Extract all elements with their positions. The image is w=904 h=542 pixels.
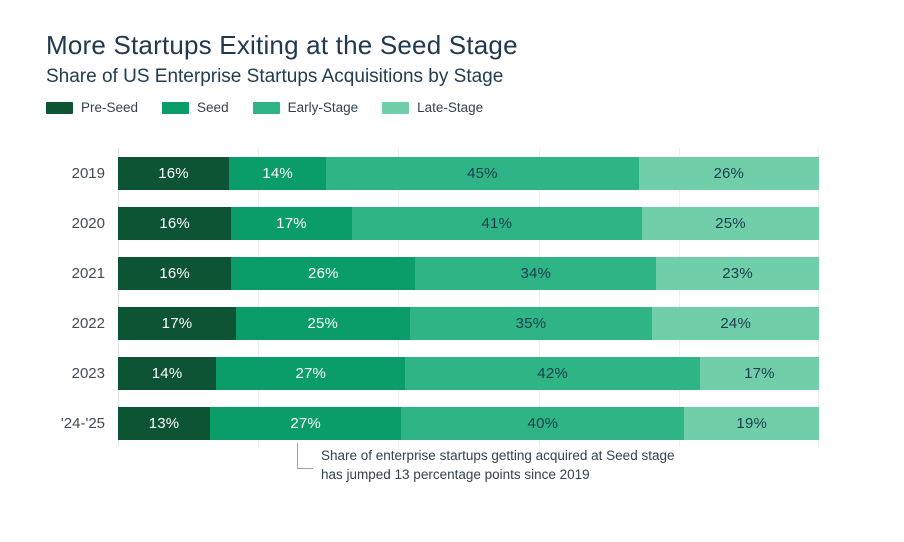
bar-segment-early-stage: 40% [401, 406, 685, 440]
bar-segment-late-stage: 26% [638, 156, 819, 190]
legend-item-pre-seed: Pre-Seed [46, 100, 138, 115]
chart-row-2021: 2021 16% 26% 34% 23% [40, 248, 819, 298]
bar-segment-late-stage: 19% [684, 406, 819, 440]
legend-swatch-early-stage [252, 101, 280, 114]
chart-row-24-25: '24-'25 13% 27% 40% 19% [40, 398, 819, 448]
bar-segment-late-stage: 17% [699, 356, 819, 390]
category-label: 2021 [71, 264, 105, 282]
chart-row-2020: 2020 16% 17% 41% 25% [40, 198, 819, 248]
legend-item-seed: Seed [162, 100, 229, 115]
annotation-text: Share of enterprise startups getting acq… [321, 448, 675, 482]
bar-segment-early-stage: 45% [326, 156, 639, 190]
gridline-0pct [118, 148, 119, 446]
gridline-100pct [818, 148, 819, 446]
legend-swatch-pre-seed [46, 101, 73, 114]
category-label: 2022 [71, 314, 105, 332]
gridline-60pct [538, 148, 540, 446]
legend-label: Pre-Seed [81, 100, 139, 115]
chart-row-2019: 2019 16% 14% 45% 26% [40, 148, 819, 198]
bar-segment-late-stage: 24% [652, 306, 819, 340]
bar-segment-pre-seed: 16% [118, 206, 232, 240]
bar-segment-pre-seed: 14% [118, 356, 217, 390]
chart-title: More Startups Exiting at the Seed Stage [46, 30, 518, 60]
bar-segment-seed: 27% [216, 356, 406, 390]
legend-label: Late-Stage [417, 100, 484, 115]
stacked-bar: 17% 25% 35% 24% [118, 306, 819, 340]
bar-rows: 2019 16% 14% 45% 26% 2020 16% 17% 41% 25% 2021 16% 2… [40, 148, 819, 448]
legend-item-late-stage: Late-Stage [382, 100, 483, 115]
bar-segment-pre-seed: 13% [118, 406, 211, 440]
category-label: 2023 [71, 364, 105, 382]
gridline-80pct [678, 148, 680, 446]
bar-segment-late-stage: 25% [641, 206, 819, 240]
bar-segment-late-stage: 23% [656, 256, 819, 290]
category-label: 2019 [71, 164, 105, 182]
bar-segment-early-stage: 42% [405, 356, 700, 390]
bar-segment-early-stage: 35% [409, 306, 653, 340]
legend-label: Seed [197, 100, 229, 115]
stacked-bar: 13% 27% 40% 19% [118, 406, 819, 440]
stacked-bar: 16% 17% 41% 25% [118, 206, 819, 240]
gridline-40pct [398, 148, 400, 446]
legend-swatch-late-stage [382, 101, 410, 114]
gridline-20pct [258, 148, 260, 446]
bar-segment-pre-seed: 16% [118, 156, 230, 190]
legend-item-early-stage: Early-Stage [252, 100, 359, 115]
stacked-bar: 14% 27% 42% 17% [118, 356, 819, 390]
bar-segment-pre-seed: 17% [118, 306, 236, 340]
category-label: '24-'25 [60, 414, 105, 432]
chart-row-2022: 2022 17% 25% 35% 24% [40, 298, 819, 348]
stacked-bar: 16% 14% 45% 26% [118, 156, 819, 190]
chart-row-2023: 2023 14% 27% 42% 17% [40, 348, 819, 398]
category-label: 2020 [71, 214, 105, 232]
stacked-bar: 16% 26% 34% 23% [118, 256, 819, 290]
bar-segment-seed: 27% [210, 406, 402, 440]
bar-segment-seed: 26% [231, 256, 416, 290]
legend: Pre-Seed Seed Early-Stage Late-Stage [46, 100, 483, 115]
bar-segment-seed: 14% [229, 156, 327, 190]
legend-label: Early-Stage [287, 100, 359, 115]
bar-segment-early-stage: 34% [415, 256, 657, 290]
bar-segment-seed: 25% [235, 306, 410, 340]
gridlines [118, 148, 819, 446]
bar-segment-seed: 17% [231, 206, 352, 240]
annotation-connector-line [297, 443, 313, 469]
legend-swatch-seed [162, 101, 190, 114]
bar-segment-pre-seed: 16% [118, 256, 232, 290]
bar-segment-early-stage: 41% [351, 206, 642, 240]
chart-subtitle: Share of US Enterprise Startups Acquisit… [46, 66, 504, 87]
